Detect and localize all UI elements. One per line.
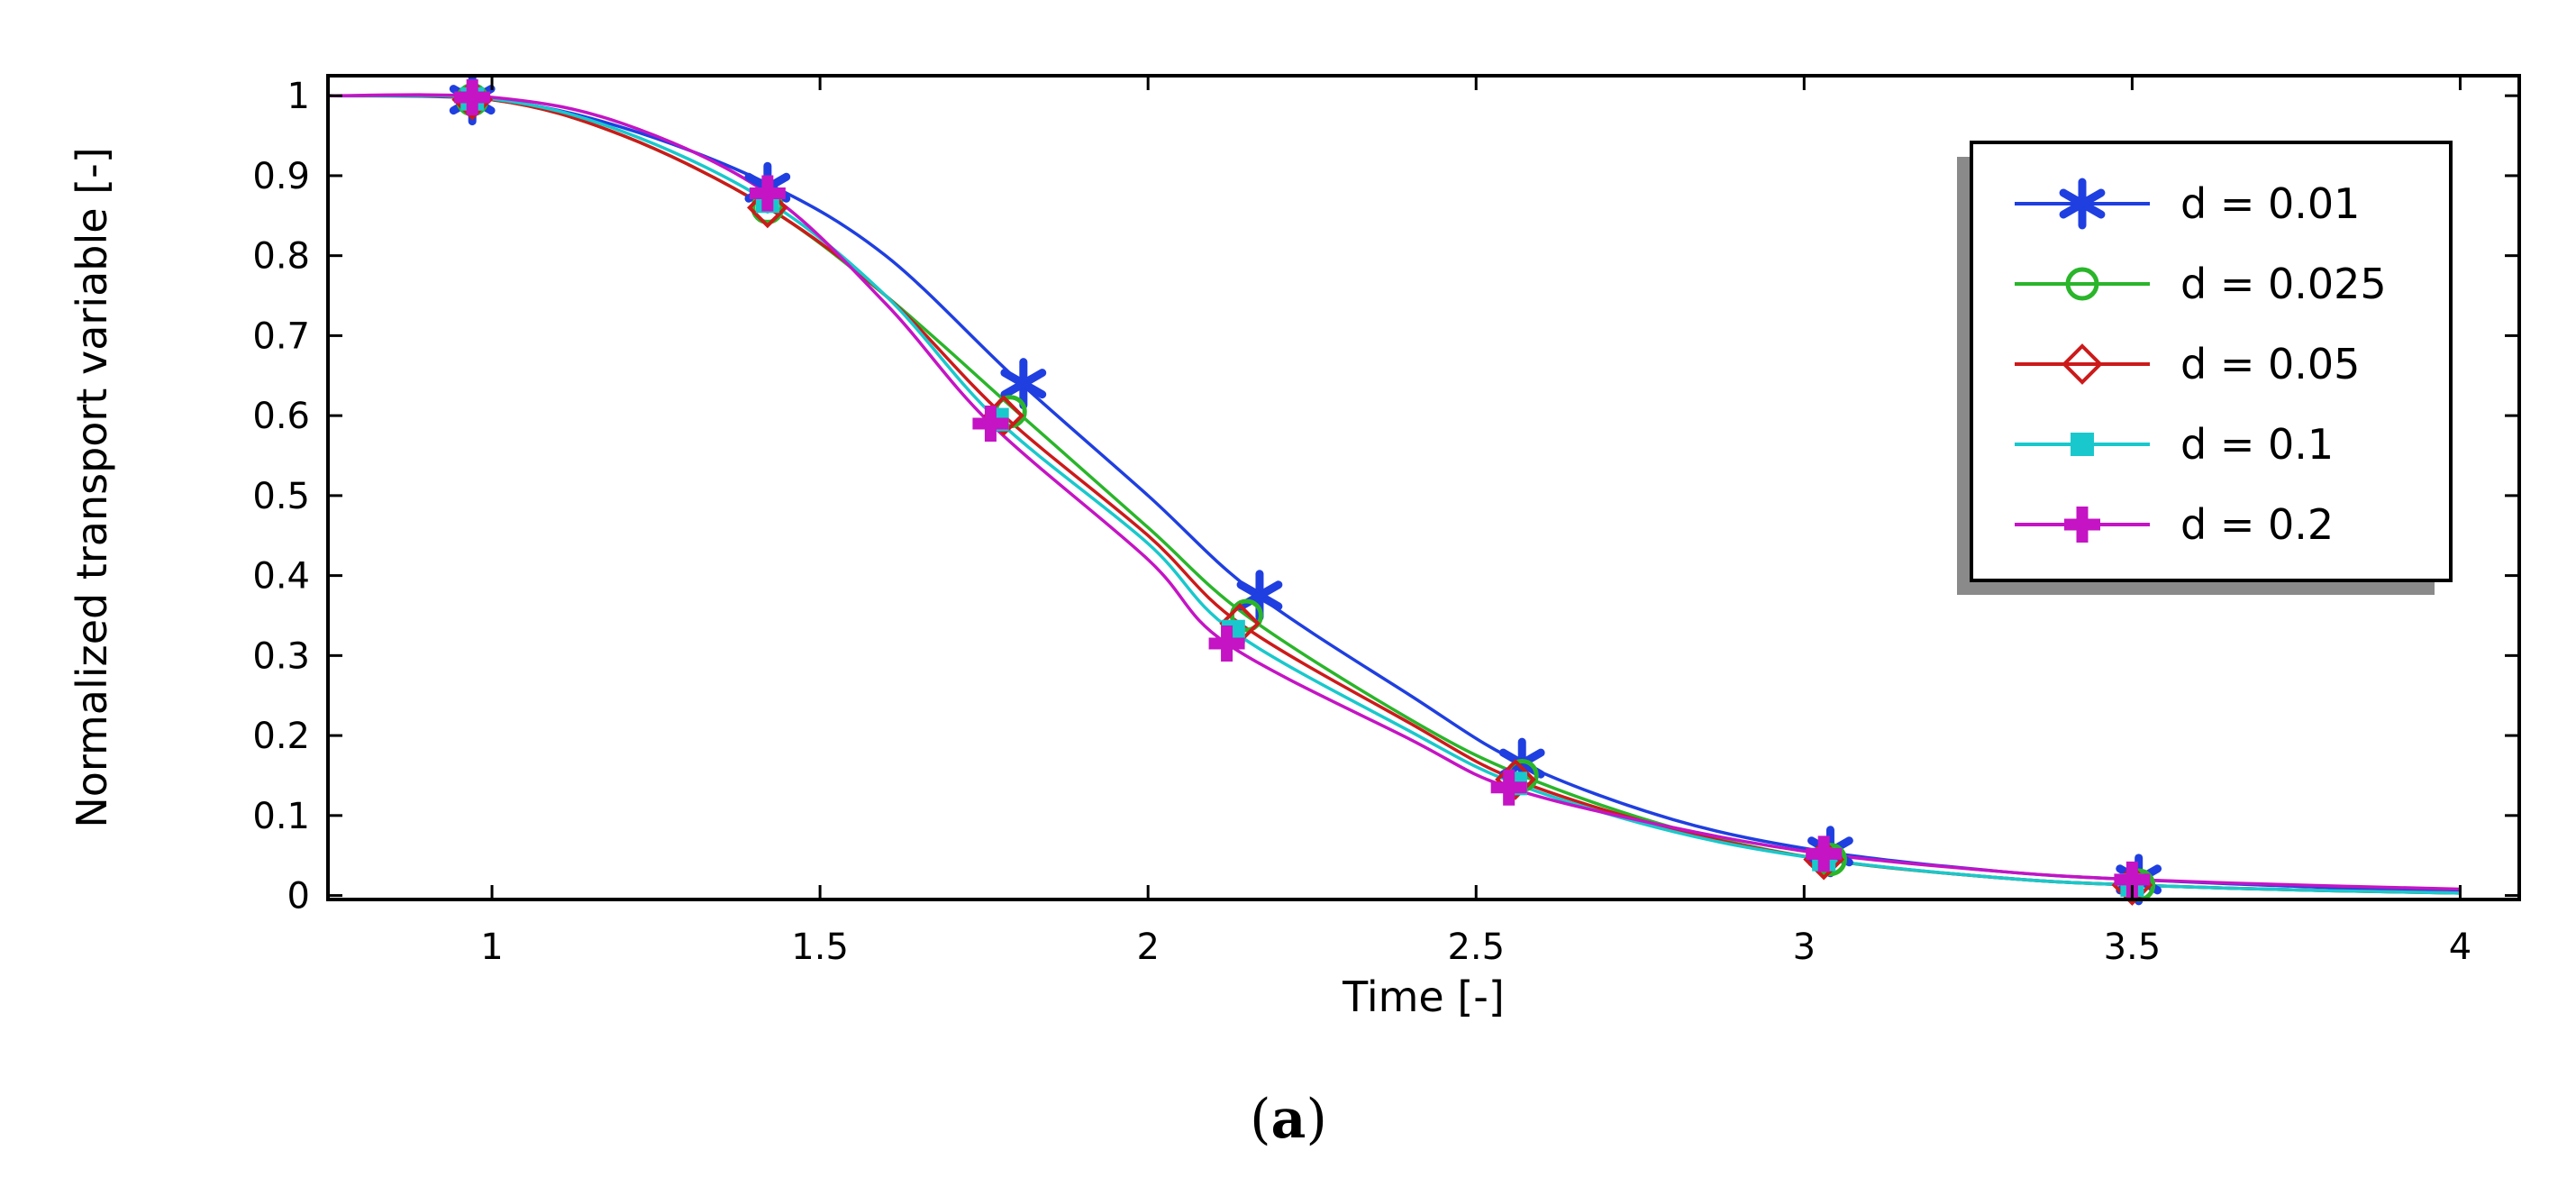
y-tick-label: 0.1 (252, 796, 310, 837)
y-tick-label: 0.6 (252, 396, 310, 437)
y-tick-label: 0.5 (252, 476, 310, 517)
x-tick-label: 3 (1793, 927, 1816, 968)
data-point-series-5 (972, 406, 1009, 443)
legend-entry: d = 0.1 (2015, 420, 2334, 469)
axis-ticks (328, 76, 2519, 899)
data-point-series-5 (749, 175, 786, 212)
legend-label: d = 0.1 (2180, 420, 2334, 469)
legend-marker (2059, 178, 2106, 230)
x-tick-label: 1 (480, 927, 503, 968)
series-line-5 (327, 93, 2461, 891)
x-axis-label: Time [-] (1342, 972, 1505, 1021)
legend-entry: d = 0.2 (2015, 500, 2334, 549)
legend-entry: d = 0.01 (2015, 178, 2360, 230)
legend-box (1970, 141, 2453, 582)
y-tick-label: 0.9 (252, 156, 310, 197)
x-tick-label: 3.5 (2104, 927, 2162, 968)
y-tick-label: 0.7 (252, 315, 310, 357)
x-tick-label: 2 (1136, 927, 1159, 968)
y-tick-label: 0 (287, 876, 310, 918)
legend-marker (2065, 267, 2099, 301)
legend: d = 0.01 d = 0.025 d = 0.05 d = 0.1 d = 0.2 (1957, 141, 2453, 595)
plot-area-frame (326, 74, 2521, 901)
y-tick-label: 0.4 (252, 556, 310, 598)
legend-marker (2062, 343, 2103, 385)
series-layer (327, 74, 2461, 906)
legend-label: d = 0.2 (2180, 500, 2334, 549)
data-point-series-5 (454, 78, 491, 115)
series-line-4 (327, 93, 2461, 895)
y-tick-label: 1 (287, 76, 310, 117)
legend-marker (2064, 507, 2100, 543)
data-point-series-5 (1208, 625, 1245, 662)
figure-caption: (a) (1250, 1088, 1327, 1151)
y-tick-label: 0.3 (252, 635, 310, 677)
y-axis-label: Normalized transport variable [-] (68, 147, 116, 827)
legend-entry: d = 0.05 (2015, 340, 2360, 388)
legend-label: d = 0.025 (2180, 260, 2387, 308)
y-tick-label: 0.2 (252, 716, 310, 757)
legend-entry: d = 0.025 (2015, 260, 2387, 308)
legend-entries: d = 0.01 d = 0.025 d = 0.05 d = 0.1 d = 0.2 (2015, 178, 2387, 549)
x-tick-label: 1.5 (791, 927, 849, 968)
tick-labels: 1 1.5 2 2.5 3 3.5 4 0 0.1 0.2 0.3 0.4 0.5 0.6 0.7 0.8 0.… (252, 76, 2471, 968)
data-point-series-3 (747, 187, 788, 229)
x-tick-label: 4 (2449, 927, 2471, 968)
y-tick-label: 0.8 (252, 236, 310, 278)
data-point-series-5 (1490, 769, 1527, 806)
legend-marker (2071, 433, 2094, 456)
legend-label: d = 0.05 (2180, 340, 2360, 388)
legend-label: d = 0.01 (2180, 179, 2360, 228)
x-tick-label: 2.5 (1447, 927, 1505, 968)
data-point-series-1 (1000, 358, 1047, 410)
data-point-series-5 (1806, 835, 1843, 872)
